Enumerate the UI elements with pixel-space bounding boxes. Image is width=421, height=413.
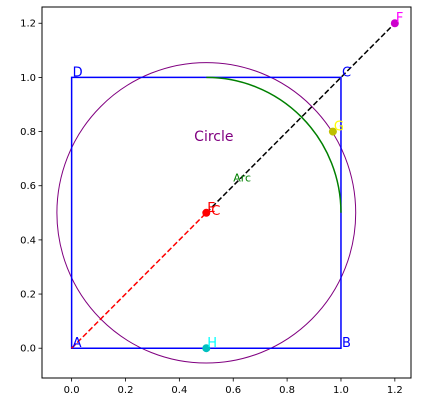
point-f-label: F — [396, 11, 403, 26]
x-tick-label: 0.6 — [225, 385, 241, 396]
points-layer — [202, 19, 399, 353]
point-e-marker — [202, 208, 211, 217]
dashed-line-2 — [205, 22, 396, 214]
x-tick-label: 0.0 — [64, 385, 80, 396]
point-e-label: E — [207, 201, 215, 216]
y-tick-label: 0.6 — [20, 181, 36, 192]
point-g-marker — [328, 127, 337, 136]
square-shape — [70, 76, 342, 349]
circle-label: Circle — [194, 129, 233, 145]
x-tick-label: 1.2 — [387, 385, 403, 396]
point-g-label: G — [334, 120, 344, 135]
labels-layer: E F G H C A B C D Circle Arc — [73, 11, 404, 351]
vertex-b-label: B — [342, 336, 351, 351]
vertex-a-label: A — [73, 336, 82, 351]
y-tick-label: 0.0 — [20, 344, 36, 355]
vertex-c-label: C — [342, 65, 351, 80]
axes-frame — [41, 6, 412, 379]
x-tick-label: 0.2 — [118, 385, 134, 396]
x-tick-label: 0.4 — [171, 385, 187, 396]
shapes-layer — [56, 22, 396, 364]
y-tick-label: 0.4 — [20, 235, 36, 246]
vertex-d-label: D — [73, 65, 83, 80]
circle-shape — [56, 62, 357, 364]
point-h-marker — [202, 344, 211, 353]
dashed-line-1 — [71, 212, 207, 349]
y-tick-label: 1.2 — [20, 19, 36, 30]
y-tick-label: 0.2 — [20, 290, 36, 301]
arc-label: Arc — [233, 172, 251, 185]
x-tick-label: 1.0 — [333, 385, 349, 396]
y-tick-label: 1.0 — [20, 73, 36, 84]
y-tick-label: 0.8 — [20, 127, 36, 138]
arc-shape — [206, 76, 342, 213]
extra-label-1: C — [211, 204, 220, 219]
x-tick-label: 0.8 — [279, 385, 295, 396]
ticks-layer: 0.0 0.2 0.4 0.6 0.8 1.0 1.2 0.0 0.2 0.4 0.6 0.8 1.0 1… — [20, 19, 403, 396]
point-f-marker — [390, 19, 399, 28]
point-h-label: H — [207, 336, 217, 351]
